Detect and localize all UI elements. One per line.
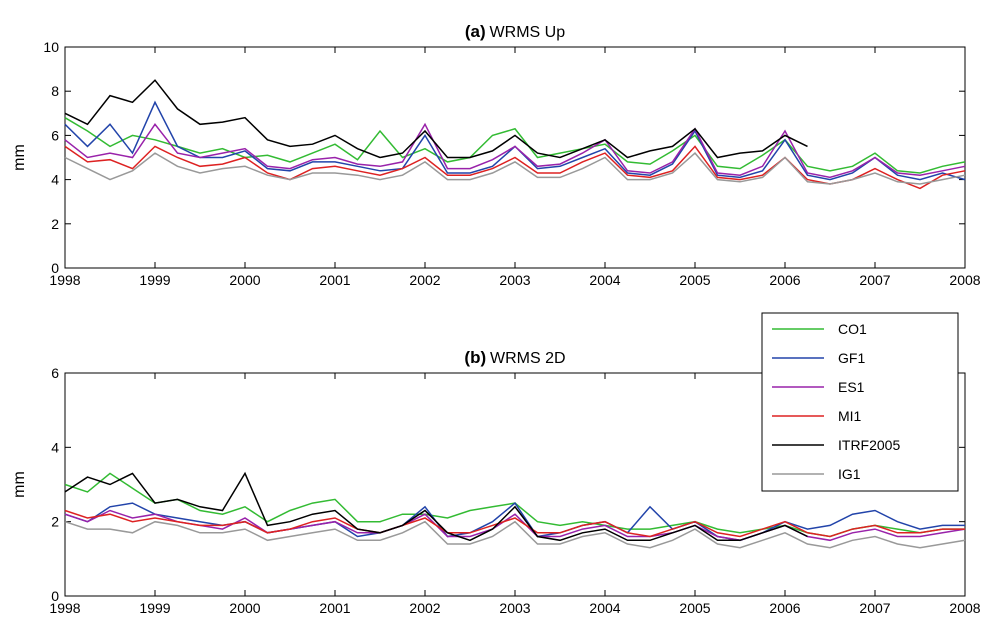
series-line	[64, 520, 966, 549]
y-tick-label: 4	[51, 172, 59, 188]
y-tick-label: 0	[51, 260, 59, 276]
panel-title: (a) WRMS Up	[465, 22, 565, 41]
x-tick-label: 1998	[49, 272, 80, 288]
series-line	[64, 501, 965, 542]
x-tick-label: 2007	[859, 600, 890, 616]
y-tick-label: 6	[51, 365, 59, 381]
x-tick-label: 2003	[499, 272, 530, 288]
x-tick-label: 1999	[139, 600, 170, 616]
series-line	[64, 100, 966, 181]
panel-label: (a)	[465, 22, 486, 41]
legend-label: IG1	[838, 466, 861, 482]
panel-label: (b)	[464, 348, 486, 367]
y-tick-label: 6	[51, 127, 59, 143]
x-tick-label: 2005	[679, 272, 710, 288]
x-tick-label: 1999	[139, 272, 170, 288]
x-tick-label: 2000	[229, 600, 260, 616]
x-tick-label: 2006	[769, 272, 800, 288]
series-line	[64, 117, 966, 174]
x-tick-label: 1998	[49, 600, 80, 616]
x-tick-label: 2008	[949, 600, 980, 616]
x-tick-label: 2001	[319, 600, 350, 616]
x-tick-label: 2004	[589, 600, 620, 616]
series-line	[64, 471, 808, 542]
series-line	[64, 122, 966, 179]
x-tick-label: 2004	[589, 272, 620, 288]
x-tick-label: 2001	[319, 272, 350, 288]
title: WRMS 2D	[490, 350, 566, 367]
legend-label: GF1	[838, 350, 865, 366]
x-tick-label: 2003	[499, 600, 530, 616]
y-tick-label: 2	[51, 216, 59, 232]
y-tick-label: 4	[51, 439, 59, 455]
x-tick-label: 2002	[409, 600, 440, 616]
legend-label: ITRF2005	[838, 437, 900, 453]
series-line	[64, 509, 966, 542]
y-tick-label: 0	[51, 588, 59, 604]
x-tick-label: 2007	[859, 272, 890, 288]
series-line	[64, 509, 965, 538]
series-line	[64, 152, 966, 185]
y-axis-label: mm	[11, 144, 28, 171]
x-tick-label: 2005	[679, 600, 710, 616]
y-tick-label: 2	[51, 514, 59, 530]
x-tick-label: 2008	[949, 272, 980, 288]
series-line	[64, 79, 808, 159]
title: WRMS Up	[490, 24, 566, 41]
legend-box	[761, 312, 959, 492]
panel-title: (b) WRMS 2D	[464, 348, 565, 367]
y-axis-label: mm	[11, 471, 28, 498]
legend-label: MI1	[838, 408, 862, 424]
y-tick-label: 10	[43, 39, 59, 55]
series-line	[64, 145, 966, 190]
legend-label: CO1	[838, 321, 867, 337]
legend-label: ES1	[838, 379, 865, 395]
x-tick-label: 2000	[229, 272, 260, 288]
y-tick-label: 8	[51, 83, 59, 99]
x-tick-label: 2006	[769, 600, 800, 616]
x-tick-label: 2002	[409, 272, 440, 288]
